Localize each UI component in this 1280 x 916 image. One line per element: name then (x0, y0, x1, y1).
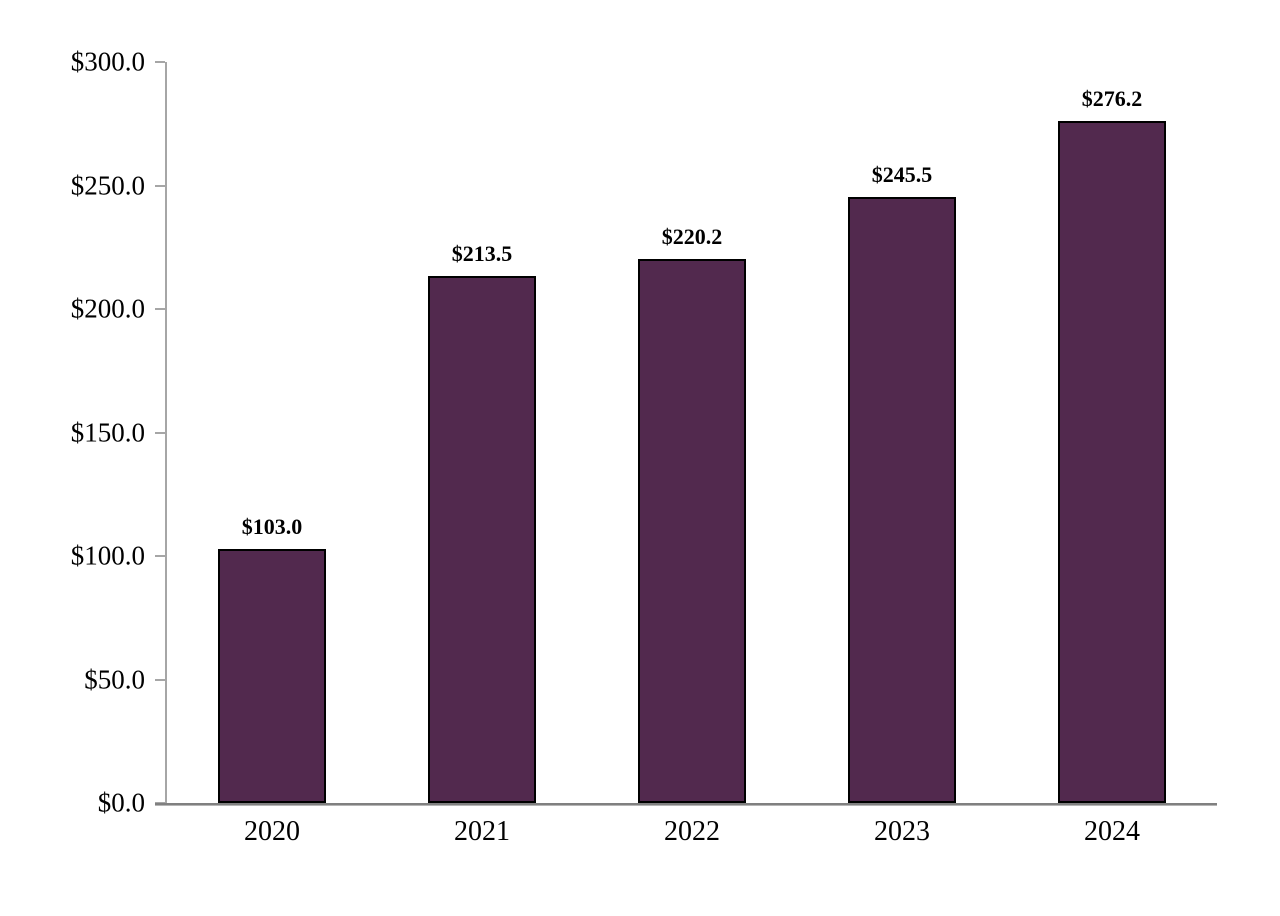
y-axis-tick (155, 678, 165, 681)
y-axis-tick (155, 555, 165, 557)
y-axis-tick (155, 431, 165, 434)
y-axis-tick-label: $50.0 (84, 664, 145, 694)
x-axis-category-label: 2020 (244, 816, 300, 847)
bar (428, 275, 536, 803)
bar-data-label: $220.2 (661, 224, 723, 250)
y-axis-tick-label: $200.0 (70, 293, 145, 324)
bar-data-label: $245.5 (871, 161, 933, 187)
y-axis-tick (155, 184, 165, 187)
x-axis-category-label: 2021 (454, 816, 510, 847)
bar-data-label: $103.0 (241, 513, 303, 539)
y-axis-tick-label: $300.0 (70, 46, 145, 77)
y-axis-tick-label: $0.0 (97, 787, 145, 818)
bar (1058, 120, 1166, 803)
y-axis-tick-label: $150.0 (70, 417, 145, 447)
x-axis-category-label: 2024 (1084, 816, 1140, 847)
bar-data-label: $213.5 (451, 240, 513, 266)
y-axis-tick-label: $250.0 (70, 170, 145, 200)
bar (218, 548, 326, 803)
bar (638, 259, 746, 803)
y-axis-line (165, 62, 167, 803)
bar-data-label: $276.2 (1081, 85, 1143, 111)
y-axis-tick (155, 308, 165, 310)
y-axis-tick (155, 61, 165, 63)
x-axis-line (155, 803, 1217, 806)
bar (848, 196, 956, 803)
x-axis-category-label: 2023 (874, 816, 930, 847)
y-axis-tick-label: $100.0 (70, 540, 145, 571)
x-axis-category-label: 2022 (664, 816, 720, 847)
